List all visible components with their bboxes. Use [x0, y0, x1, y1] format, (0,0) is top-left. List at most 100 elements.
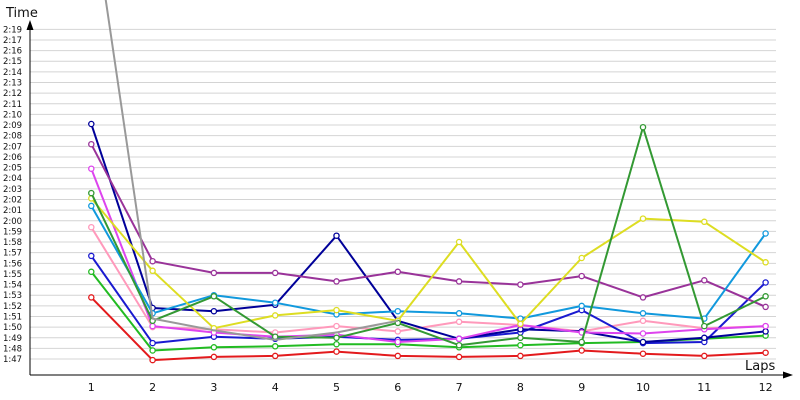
series-5: [88, 120, 769, 346]
data-point: [394, 268, 402, 276]
data-point: [394, 307, 402, 315]
x-tick-label: 9: [578, 381, 585, 394]
series-line: [90, 168, 766, 343]
x-tick-label: 1: [88, 381, 95, 394]
y-tick-label: 2:19: [3, 25, 22, 35]
data-point: [88, 120, 95, 128]
y-tick-label: 1:58: [3, 238, 22, 248]
data-point: [639, 123, 647, 131]
data-point: [517, 352, 524, 360]
x-tick-label: 8: [517, 381, 524, 394]
y-tick-label: 2:09: [3, 121, 22, 131]
x-tick-label: 10: [636, 381, 650, 394]
data-point: [149, 267, 156, 275]
data-point: [455, 278, 463, 285]
axes-layer: Time Laps: [5, 6, 793, 379]
y-tick-label: 2:03: [3, 185, 22, 195]
y-tick-labels: 1:471:481:491:501:511:521:531:541:551:56…: [3, 25, 22, 365]
series-7: [88, 165, 769, 346]
data-point: [88, 140, 95, 148]
data-point: [271, 299, 279, 306]
data-point: [639, 294, 647, 301]
y-tick-label: 2:04: [3, 174, 22, 184]
data-point: [88, 252, 95, 260]
series-1: [88, 294, 769, 364]
data-point: [762, 293, 769, 300]
data-point: [394, 338, 402, 346]
data-point: [762, 349, 769, 356]
data-point: [88, 165, 95, 172]
data-point: [762, 279, 769, 286]
data-point: [517, 341, 524, 349]
y-tick-label: 1:57: [3, 249, 22, 259]
y-tick-label: 1:53: [3, 291, 22, 301]
data-point: [271, 312, 279, 319]
data-point: [701, 352, 708, 360]
data-point: [701, 334, 708, 342]
data-point: [333, 348, 340, 355]
data-point: [88, 189, 95, 197]
data-point: [578, 302, 585, 310]
y-tick-label: 2:07: [3, 142, 22, 152]
series-line: [104, 0, 398, 341]
x-tick-labels: 1 2 3 4 5 6 7 8 9 10 11 12: [88, 381, 773, 394]
data-point: [149, 347, 156, 354]
x-tick-label: 7: [456, 381, 463, 394]
data-point: [149, 356, 156, 364]
series-6: [88, 140, 769, 311]
data-point: [333, 278, 340, 285]
y-axis-title: Time: [5, 6, 38, 21]
data-point: [333, 232, 340, 239]
data-point: [578, 272, 585, 280]
data-point: [517, 281, 524, 288]
data-point: [455, 341, 463, 349]
data-point: [333, 322, 340, 330]
data-point: [578, 254, 585, 262]
x-tick-label: 12: [759, 381, 773, 394]
data-point: [333, 334, 340, 342]
series-line: [90, 205, 767, 320]
data-point: [149, 322, 156, 330]
data-point: [455, 318, 463, 326]
series-line: [90, 255, 767, 345]
x-tick-label: 4: [272, 381, 279, 394]
x-tick-label: 3: [210, 381, 217, 394]
series-9: [88, 195, 769, 332]
data-point: [701, 322, 708, 330]
series-line: [90, 126, 767, 347]
y-tick-label: 1:51: [3, 313, 22, 323]
y-tick-label: 2:14: [3, 68, 22, 78]
y-tick-label: 2:10: [3, 110, 22, 120]
x-tick-label: 11: [697, 381, 711, 394]
y-tick-label: 2:12: [3, 89, 22, 99]
y-tick-label: 1:50: [3, 323, 22, 333]
y-tick-label: 2:02: [3, 196, 22, 206]
y-tick-label: 2:06: [3, 153, 22, 163]
data-point: [578, 338, 585, 346]
y-tick-label: 1:56: [3, 259, 22, 269]
data-point: [762, 328, 769, 335]
data-point: [762, 322, 769, 330]
series-line: [90, 296, 766, 362]
data-point: [210, 269, 218, 277]
x-axis-arrow: [783, 371, 793, 379]
data-point: [210, 307, 218, 315]
data-point: [639, 310, 647, 317]
data-point: [333, 340, 340, 348]
y-tick-label: 2:05: [3, 164, 22, 174]
y-tick-label: 1:55: [3, 270, 22, 280]
y-tick-label: 1:52: [3, 302, 22, 312]
y-tick-label: 1:49: [3, 334, 22, 344]
data-point: [210, 293, 218, 300]
y-tick-label: 1:48: [3, 344, 22, 354]
data-point: [762, 303, 769, 311]
x-tick-label: 6: [394, 381, 401, 394]
data-point: [394, 352, 402, 360]
data-point: [762, 230, 769, 237]
data-point: [639, 317, 647, 325]
y-tick-label: 2:17: [3, 36, 22, 46]
data-point: [88, 223, 95, 231]
data-point: [639, 350, 647, 357]
y-tick-label: 2:16: [3, 47, 22, 57]
